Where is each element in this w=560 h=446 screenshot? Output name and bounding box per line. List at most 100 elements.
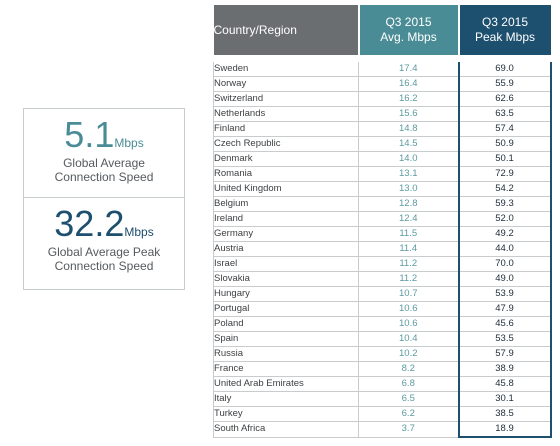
cell-peak-mbps: 47.9 bbox=[457, 301, 552, 317]
cell-country: South Africa bbox=[213, 421, 359, 438]
cell-peak-mbps: 52.0 bbox=[457, 211, 552, 227]
table-row: Switzerland 16.2 62.6 bbox=[213, 91, 552, 107]
cell-avg-mbps: 12.8 bbox=[358, 196, 459, 212]
cell-avg-mbps: 10.7 bbox=[358, 286, 459, 302]
cell-peak-mbps: 69.0 bbox=[457, 55, 552, 77]
table-body: Sweden 17.4 69.0 Norway 16.4 55.9 Switzerland 1… bbox=[213, 55, 552, 438]
global-stats-panel: 5.1Mbps Global Average Connection Speed … bbox=[23, 108, 185, 290]
cell-country: Austria bbox=[213, 241, 359, 257]
table-row: Norway 16.4 55.9 bbox=[213, 76, 552, 92]
cell-country: Czech Republic bbox=[213, 136, 359, 152]
cell-peak-mbps: 54.2 bbox=[457, 181, 552, 197]
table-row: Russia 10.2 57.9 bbox=[213, 346, 552, 362]
table-row: United Arab Emirates 6.8 45.8 bbox=[213, 376, 552, 392]
global-average-speed-unit: Mbps bbox=[114, 136, 144, 150]
cell-avg-mbps: 6.8 bbox=[358, 376, 459, 392]
table-header-row: Country/Region Q3 2015 Avg. Mbps Q3 2015… bbox=[213, 5, 551, 59]
cell-peak-mbps: 53.9 bbox=[457, 286, 552, 302]
global-average-speed-value: 5.1Mbps bbox=[24, 117, 184, 153]
cell-peak-mbps: 63.5 bbox=[457, 106, 552, 122]
global-peak-speed-value: 32.2Mbps bbox=[24, 206, 184, 242]
cell-country: Switzerland bbox=[213, 91, 359, 107]
table-row: Ireland 12.4 52.0 bbox=[213, 211, 552, 227]
cell-avg-mbps: 10.2 bbox=[358, 346, 459, 362]
cell-avg-mbps: 15.6 bbox=[358, 106, 459, 122]
cell-country: France bbox=[213, 361, 359, 377]
cell-country: Israel bbox=[213, 256, 359, 272]
header-peak-mbps-line2: Peak Mbps bbox=[474, 30, 536, 44]
cell-peak-mbps: 18.9 bbox=[457, 421, 552, 438]
header-peak-mbps-line1: Q3 2015 bbox=[481, 15, 529, 29]
cell-avg-mbps: 10.6 bbox=[358, 301, 459, 317]
cell-avg-mbps: 16.2 bbox=[358, 91, 459, 107]
cell-peak-mbps: 30.1 bbox=[457, 391, 552, 407]
cell-avg-mbps: 10.4 bbox=[358, 331, 459, 347]
cell-country: Netherlands bbox=[213, 106, 359, 122]
cell-country: United Kingdom bbox=[213, 181, 359, 197]
table-row: Slovakia 11.2 49.0 bbox=[213, 271, 552, 287]
global-average-speed-caption-line1: Global Average bbox=[63, 156, 145, 170]
table-row: Austria 11.4 44.0 bbox=[213, 241, 552, 257]
cell-peak-mbps: 57.4 bbox=[457, 121, 552, 137]
cell-avg-mbps: 13.1 bbox=[358, 166, 459, 182]
cell-country: Finland bbox=[213, 121, 359, 137]
header-country-region-line1: Country/Region bbox=[213, 22, 297, 37]
cell-peak-mbps: 57.9 bbox=[457, 346, 552, 362]
table-row: Sweden 17.4 69.0 bbox=[213, 55, 552, 77]
cell-peak-mbps: 53.5 bbox=[457, 331, 552, 347]
cell-country: Sweden bbox=[213, 55, 359, 77]
table-row: Israel 11.2 70.0 bbox=[213, 256, 552, 272]
cell-peak-mbps: 70.0 bbox=[457, 256, 552, 272]
table-row: Spain 10.4 53.5 bbox=[213, 331, 552, 347]
cell-country: Slovakia bbox=[213, 271, 359, 287]
global-average-speed-number: 5.1 bbox=[64, 114, 115, 155]
cell-country: Belgium bbox=[213, 196, 359, 212]
table-row: France 8.2 38.9 bbox=[213, 361, 552, 377]
global-peak-speed-caption-line1: Global Average Peak bbox=[47, 245, 161, 259]
cell-avg-mbps: 13.0 bbox=[358, 181, 459, 197]
global-peak-speed-stat: 32.2Mbps Global Average Peak Connection … bbox=[24, 206, 184, 274]
cell-peak-mbps: 45.6 bbox=[457, 316, 552, 332]
global-average-speed-caption-line2: Connection Speed bbox=[54, 170, 154, 184]
global-average-speed-stat: 5.1Mbps Global Average Connection Speed bbox=[24, 117, 184, 185]
cell-avg-mbps: 12.4 bbox=[358, 211, 459, 227]
cell-country: Spain bbox=[213, 331, 359, 347]
header-avg-mbps-line1: Q3 2015 bbox=[385, 15, 432, 29]
cell-peak-mbps: 55.9 bbox=[457, 76, 552, 92]
cell-avg-mbps: 14.8 bbox=[358, 121, 459, 137]
table-row: Hungary 10.7 53.9 bbox=[213, 286, 552, 302]
cell-peak-mbps: 38.5 bbox=[457, 406, 552, 422]
cell-peak-mbps: 49.0 bbox=[457, 271, 552, 287]
cell-country: Denmark bbox=[213, 151, 359, 167]
header-avg-mbps: Q3 2015 Avg. Mbps bbox=[357, 5, 459, 59]
cell-peak-mbps: 50.1 bbox=[457, 151, 552, 167]
header-peak-mbps: Q3 2015 Peak Mbps bbox=[457, 5, 551, 59]
cell-avg-mbps: 6.5 bbox=[358, 391, 459, 407]
cell-avg-mbps: 17.4 bbox=[358, 55, 459, 77]
cell-country: Hungary bbox=[213, 286, 359, 302]
cell-avg-mbps: 11.4 bbox=[358, 241, 459, 257]
cell-avg-mbps: 10.6 bbox=[358, 316, 459, 332]
table-row: Finland 14.8 57.4 bbox=[213, 121, 552, 137]
table-row: Romania 13.1 72.9 bbox=[213, 166, 552, 182]
table-row: Poland 10.6 45.6 bbox=[213, 316, 552, 332]
table-row: Portugal 10.6 47.9 bbox=[213, 301, 552, 317]
table-row: Italy 6.5 30.1 bbox=[213, 391, 552, 407]
cell-avg-mbps: 8.2 bbox=[358, 361, 459, 377]
cell-country: United Arab Emirates bbox=[213, 376, 359, 392]
cell-peak-mbps: 45.8 bbox=[457, 376, 552, 392]
speed-table: Country/Region Q3 2015 Avg. Mbps Q3 2015… bbox=[213, 5, 552, 438]
cell-country: Turkey bbox=[213, 406, 359, 422]
table-row: United Kingdom 13.0 54.2 bbox=[213, 181, 552, 197]
cell-peak-mbps: 50.9 bbox=[457, 136, 552, 152]
cell-country: Russia bbox=[213, 346, 359, 362]
cell-country: Poland bbox=[213, 316, 359, 332]
global-peak-speed-caption: Global Average Peak Connection Speed bbox=[24, 245, 184, 273]
cell-avg-mbps: 6.2 bbox=[358, 406, 459, 422]
cell-peak-mbps: 49.2 bbox=[457, 226, 552, 242]
cell-peak-mbps: 72.9 bbox=[457, 166, 552, 182]
cell-peak-mbps: 59.3 bbox=[457, 196, 552, 212]
cell-peak-mbps: 44.0 bbox=[457, 241, 552, 257]
table-row: Netherlands 15.6 63.5 bbox=[213, 106, 552, 122]
cell-avg-mbps: 14.0 bbox=[358, 151, 459, 167]
